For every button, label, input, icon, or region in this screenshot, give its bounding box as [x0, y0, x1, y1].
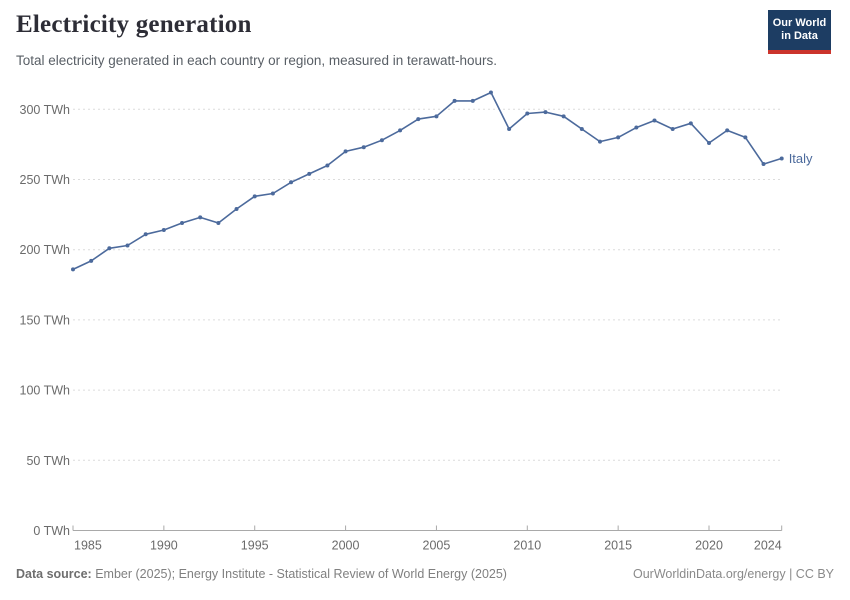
data-point-marker [289, 180, 294, 185]
entity-label[interactable]: Italy [789, 151, 813, 166]
data-point-marker [470, 98, 475, 103]
data-point-marker [325, 163, 330, 168]
data-point-marker [71, 267, 75, 272]
data-point-marker [180, 221, 185, 226]
data-point-marker [161, 228, 166, 233]
data-point-marker [597, 139, 602, 144]
x-tick-label: 2024 [754, 539, 782, 553]
data-point-marker [634, 125, 639, 130]
credit-link[interactable]: OurWorldinData.org/energy | CC BY [632, 567, 834, 581]
x-tick-label: 2000 [332, 539, 360, 553]
data-point-marker [616, 135, 621, 140]
series-line[interactable] [72, 91, 783, 271]
data-point-marker [779, 156, 784, 161]
owid-logo[interactable]: Our World in Data [768, 10, 831, 54]
y-tick-label: 150 TWh [20, 313, 71, 327]
data-source: Data source: Ember (2025); Energy Instit… [16, 567, 507, 581]
data-point-marker [670, 126, 675, 131]
data-point-marker [198, 215, 203, 220]
data-point-marker [143, 232, 148, 237]
data-point-marker [525, 111, 530, 116]
data-source-text: Ember (2025); Energy Institute - Statist… [91, 567, 507, 581]
data-point-marker [379, 138, 384, 143]
data-point-marker [398, 128, 403, 133]
logo-line1: Our World [772, 17, 827, 29]
data-point-marker [89, 258, 94, 263]
data-point-marker [416, 117, 421, 122]
data-point-marker [579, 126, 584, 131]
data-point-marker [343, 149, 348, 154]
data-point-marker [452, 98, 457, 103]
data-point-marker [743, 135, 748, 140]
x-tick-label: 2015 [604, 539, 632, 553]
data-point-marker [707, 140, 712, 145]
line-chart-canvas[interactable]: 0 TWh 50 TWh 100 TWh 150 TWh 200 TWh 250 TWh 3… [0, 80, 850, 560]
x-tick-label: 1985 [74, 539, 102, 553]
data-point-marker [125, 243, 130, 248]
y-tick-label: 250 TWh [20, 173, 71, 187]
data-point-marker [270, 191, 275, 196]
data-point-marker [688, 121, 693, 126]
y-tick-label: 50 TWh [26, 454, 70, 468]
x-tick-label: 1990 [150, 539, 178, 553]
x-tick-label: 2010 [513, 539, 541, 553]
x-tick-label: 2020 [695, 539, 723, 553]
data-point-marker [652, 118, 657, 123]
data-point-marker [725, 128, 730, 133]
data-point-marker [361, 145, 366, 150]
y-tick-label: 100 TWh [20, 384, 71, 398]
page-title: Electricity generation [16, 11, 252, 38]
y-tick-label: 200 TWh [20, 243, 71, 257]
data-point-marker [234, 206, 239, 211]
data-point-marker [488, 90, 493, 95]
y-tick-label: 300 TWh [20, 103, 71, 117]
data-point-marker [252, 194, 257, 199]
logo-line2: in Data [781, 30, 818, 42]
data-point-marker [216, 221, 221, 226]
x-tick-label: 1995 [241, 539, 269, 553]
data-point-marker [761, 162, 766, 167]
data-point-marker [307, 171, 312, 176]
chart-footer: Data source: Ember (2025); Energy Instit… [16, 567, 834, 581]
data-point-marker [434, 114, 439, 119]
y-tick-label: 0 TWh [33, 524, 70, 538]
data-point-marker [543, 110, 548, 115]
data-point-marker [507, 126, 512, 131]
data-source-label: Data source: [16, 567, 92, 581]
data-point-marker [107, 246, 112, 251]
data-point-marker [561, 114, 566, 119]
chart-subtitle: Total electricity generated in each coun… [16, 53, 497, 68]
x-tick-label: 2005 [423, 539, 451, 553]
